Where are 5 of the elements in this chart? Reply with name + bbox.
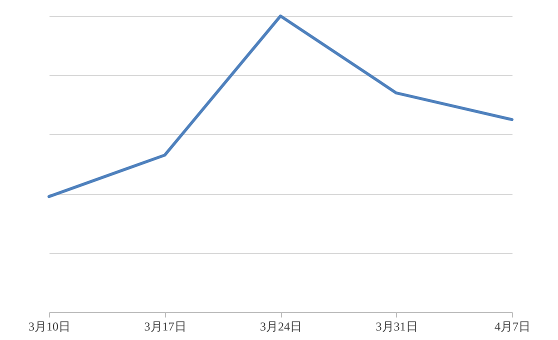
x-tick-label: 4月7日 [494,320,530,334]
x-tick-label: 3月31日 [376,320,418,334]
x-tick-label: 3月10日 [28,320,70,334]
x-tick-label: 3月24日 [260,320,302,334]
x-tick-label: 3月17日 [144,320,186,334]
